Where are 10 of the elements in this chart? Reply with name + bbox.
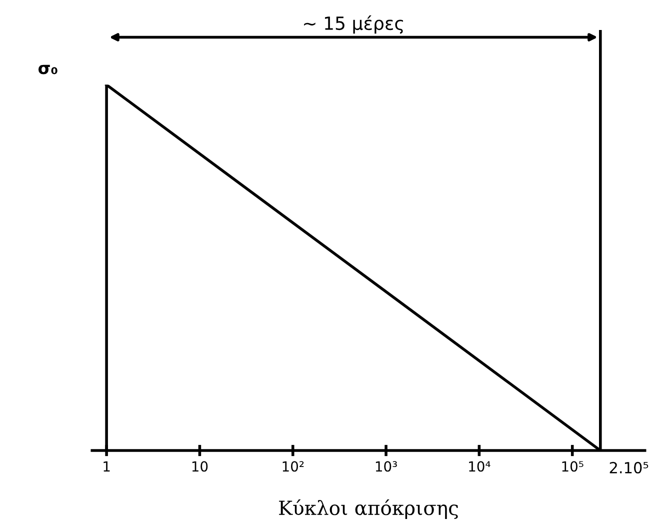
x-tick-label: 10⁴ [469,461,490,472]
text: 2.10⁵ [610,462,648,474]
x-tick-label: 10³ [376,461,397,472]
x-tick-label: 10² [282,461,304,472]
x-axis-title: Kύκλοι απόκρισης [279,499,458,519]
x-tick-label: 10⁵ [562,461,584,472]
x-tick-label: 1 [104,461,110,472]
text: ∼ 15 μέρες [304,15,404,34]
y-axis-title: σ₀ [38,64,58,74]
x-tick-label: 10 [192,461,208,472]
